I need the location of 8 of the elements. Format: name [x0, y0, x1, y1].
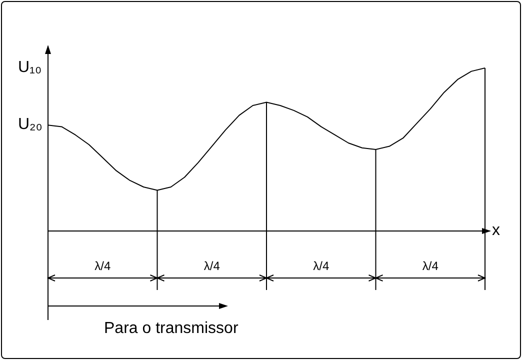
text: λ/4	[422, 259, 439, 273]
text: λ/4	[204, 259, 220, 273]
text: Para o transmissor	[104, 320, 239, 337]
text: λ/4	[313, 259, 330, 273]
x-axis-title: x	[492, 222, 500, 239]
text: λ/4	[94, 259, 111, 273]
text: U₁₀	[18, 59, 42, 76]
text: U₂₀	[18, 116, 42, 134]
